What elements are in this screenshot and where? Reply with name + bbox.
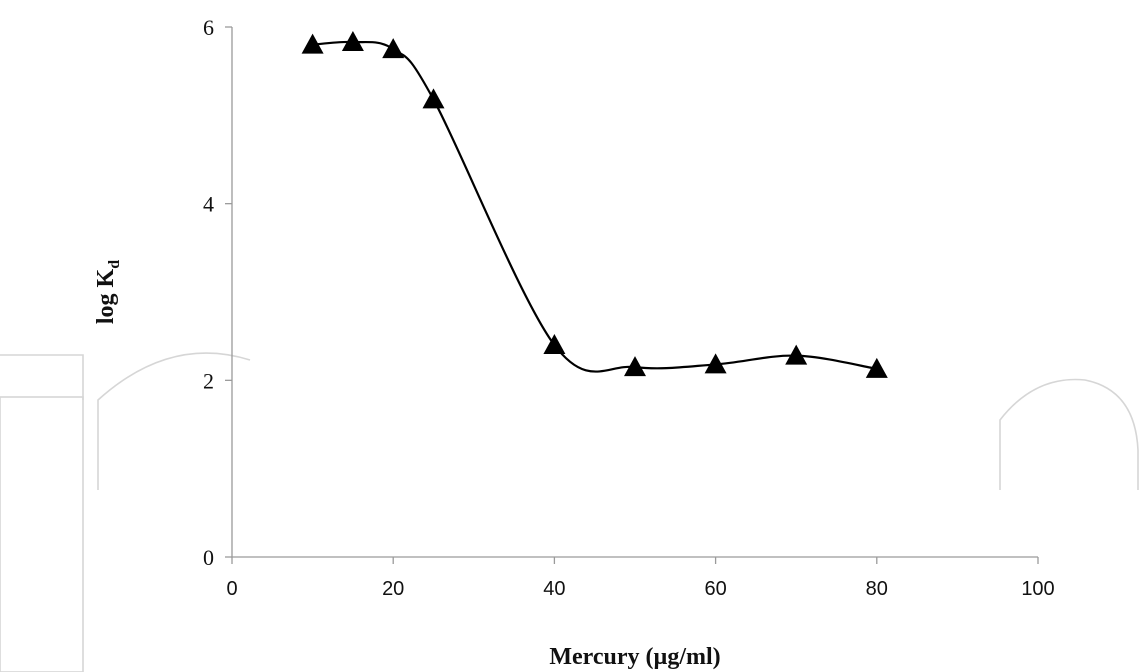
- x-tick-label: 40: [543, 578, 565, 600]
- y-tick-label: 4: [203, 192, 214, 217]
- x-tick-label: 100: [1021, 578, 1054, 600]
- y-axis-title: log Kd: [93, 260, 123, 324]
- y-ticks: 0 2 4 6: [203, 15, 232, 570]
- x-tick-label: 20: [382, 578, 404, 600]
- x-axis-title: Mercury (µg/ml): [549, 644, 720, 670]
- watermark: [0, 352, 1139, 672]
- data-point-marker: [865, 357, 888, 378]
- data-point-marker: [543, 334, 566, 354]
- y-axis-title-subscript: d: [106, 260, 123, 269]
- data-point-marker: [785, 344, 808, 365]
- series-line: [312, 40, 877, 373]
- data-point-marker: [624, 356, 646, 377]
- data-point-marker: [422, 88, 445, 109]
- y-tick-label: 0: [203, 545, 214, 570]
- x-ticks: 0 20 40 60 80 100: [226, 557, 1055, 600]
- series-markers: [301, 31, 888, 378]
- x-tick-label: 80: [866, 578, 888, 600]
- x-tick-label: 0: [226, 578, 237, 600]
- data-point-marker: [704, 353, 727, 374]
- y-axis-title-main: log K: [93, 268, 119, 324]
- data-point-marker: [341, 31, 364, 52]
- y-tick-label: 2: [203, 368, 214, 393]
- data-point-marker: [382, 38, 405, 59]
- data-point-marker: [301, 33, 324, 54]
- axes: [231, 27, 1038, 558]
- x-tick-label: 60: [704, 578, 726, 600]
- y-tick-label: 6: [203, 15, 214, 40]
